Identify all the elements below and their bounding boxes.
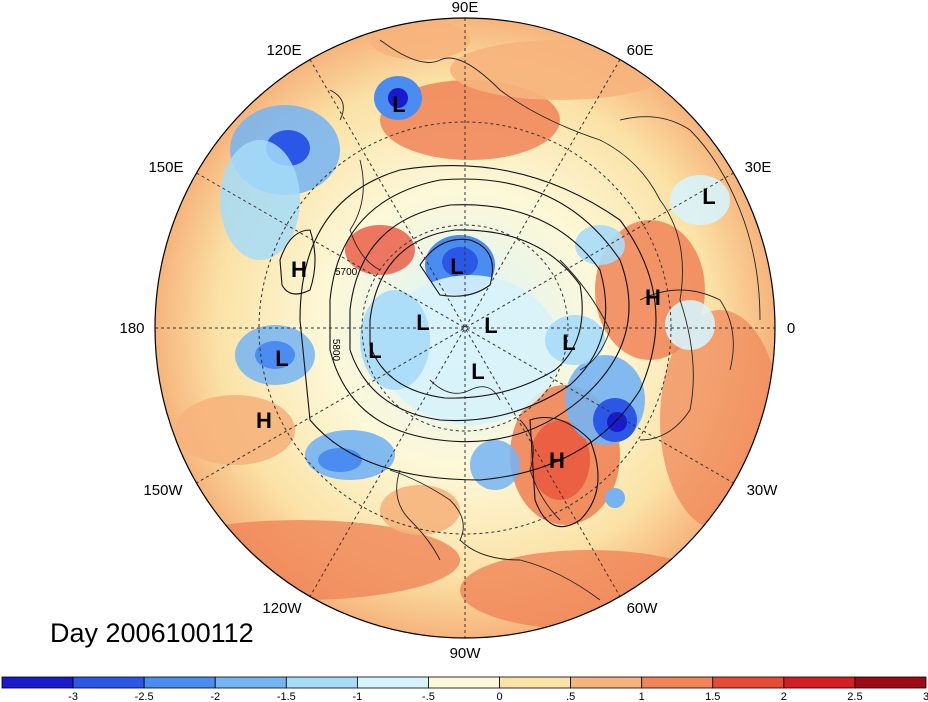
lon-label-120w: 120W — [262, 600, 302, 617]
colorbar-box — [641, 676, 714, 689]
contour-label-5800: 5800 — [330, 339, 341, 362]
low-center-mideast: L — [702, 184, 715, 209]
colorbar-box — [1, 676, 74, 689]
lon-label-60e: 60E — [627, 42, 654, 59]
low-center-arctic-4: L — [471, 359, 484, 384]
colorbar-tick-label: -3 — [68, 691, 78, 702]
colorbar-box — [499, 676, 572, 689]
map-boundary — [154, 17, 776, 639]
lon-label-90e: 90E — [452, 0, 479, 16]
lon-label-0: 0 — [787, 320, 795, 337]
low-center-arctic-1: L — [416, 310, 429, 335]
low-center-arctic-3: L — [368, 338, 381, 363]
colorbar-box — [712, 676, 785, 689]
colorbar-tick-label: 2.5 — [847, 691, 862, 702]
colorbar-tick-label: -2.5 — [135, 691, 154, 702]
high-center-pacific: H — [256, 408, 272, 433]
graticule — [155, 18, 775, 638]
colorbar-tick-label: 2 — [781, 691, 787, 702]
lon-label-30e: 30E — [745, 159, 772, 176]
low-center-siberia: L — [392, 92, 405, 117]
lon-label-30w: 30W — [747, 482, 779, 499]
colorbar-tick-label: .5 — [566, 691, 575, 702]
high-center-bering: H — [291, 257, 307, 282]
lon-label-120e: 120E — [266, 42, 301, 59]
high-center-europe: H — [645, 285, 661, 310]
colorbar-boxes — [1, 676, 927, 689]
colorbar-tick-label: -1 — [352, 691, 362, 702]
colorbar-tick-label: 1.5 — [705, 691, 720, 702]
colorbar-tick-label: -.5 — [422, 691, 435, 702]
colorbar-box — [356, 676, 429, 689]
colorbar-box — [783, 676, 856, 689]
colorbar-box — [214, 676, 287, 689]
contour-label-5700: 5700 — [335, 267, 358, 278]
anomaly-field — [155, 18, 775, 638]
colorbar-box — [143, 676, 216, 689]
colorbar-box — [428, 676, 500, 689]
height-contours — [279, 165, 657, 528]
lon-label-150e: 150E — [148, 159, 183, 176]
map-title: Day 2006100112 — [50, 618, 254, 648]
colorbar-ticks: -3 -2.5 -2 -1.5 -1 -.5 0 .5 1 1.5 2 2.5 3 — [68, 691, 928, 702]
lon-label-90w: 90W — [450, 645, 482, 662]
colorbar-tick-label: -2 — [210, 691, 220, 702]
colorbar-box — [285, 676, 358, 689]
longitude-labels: 90E 60E 30E 0 30W 60W 90W 120W 150W 180 … — [119, 0, 795, 662]
colorbar-box — [854, 676, 927, 689]
colorbar-box — [72, 676, 145, 689]
polar-stereographic-map: 90E 60E 30E 0 30W 60W 90W 120W 150W 180 … — [119, 0, 795, 662]
colorbar: -3 -2.5 -2 -1.5 -1 -.5 0 .5 1 1.5 2 2.5 3 — [1, 676, 928, 702]
colorbar-box — [570, 676, 643, 689]
lon-label-60w: 60W — [627, 600, 659, 617]
low-center-norway: L — [562, 330, 575, 355]
colorbar-tick-label: 1 — [639, 691, 645, 702]
colorbar-tick-label: 0 — [496, 691, 502, 702]
coastlines — [329, 39, 761, 601]
high-center-atlantic: H — [549, 448, 565, 473]
low-center-kara: L — [450, 254, 463, 279]
colorbar-tick-label: -1.5 — [277, 691, 296, 702]
pressure-centers: L H L L L L L L H L H H L — [256, 92, 716, 473]
lon-label-180: 180 — [119, 320, 144, 337]
low-center-aleutian: L — [275, 346, 288, 371]
low-center-arctic-2: L — [484, 313, 497, 338]
lon-label-150w: 150W — [143, 482, 183, 499]
colorbar-tick-label: 3 — [923, 691, 928, 702]
